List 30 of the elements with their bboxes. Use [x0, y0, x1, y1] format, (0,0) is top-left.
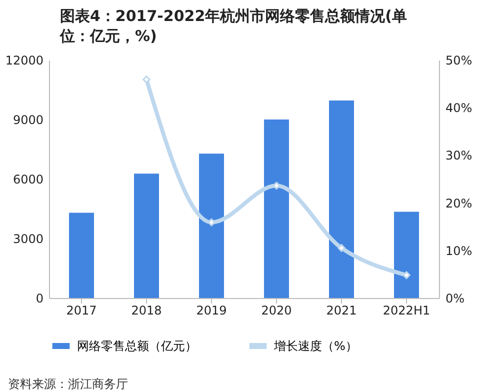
legend-label: 增长速度（%） — [273, 339, 358, 353]
point — [142, 76, 150, 84]
y2-tick-label: 40% — [446, 101, 472, 116]
point — [338, 244, 346, 252]
bar — [69, 212, 94, 298]
y2-tick-label: 10% — [446, 244, 472, 258]
x-tick-label: 2018 — [131, 304, 162, 318]
y2-tick-label: 20% — [446, 196, 472, 210]
legend-label: 网络零售总额（亿元） — [77, 339, 197, 353]
y-tick-label: 12000 — [5, 54, 44, 68]
y2-tick-label: 30% — [446, 148, 472, 163]
y-tick-label: 0 — [36, 292, 44, 306]
x-tick-label: 2022H1 — [382, 304, 430, 318]
x-tick-label: 2019 — [196, 304, 227, 318]
y-tick-label: 6000 — [12, 172, 44, 186]
x-tick-label: 2017 — [66, 304, 97, 318]
y2-tick-label: 50% — [446, 54, 472, 68]
bar — [329, 100, 354, 298]
bar — [394, 212, 419, 298]
text: 资料来源：浙江商务厅 — [7, 376, 129, 391]
y-tick-label: 9000 — [12, 113, 44, 127]
x-tick-label: 2020 — [261, 304, 292, 318]
bar — [199, 154, 224, 298]
bar — [134, 174, 159, 298]
point — [402, 271, 410, 280]
x-tick-label: 2021 — [326, 304, 357, 318]
y-tick-label: 3000 — [12, 232, 44, 246]
bar — [264, 120, 289, 298]
y2-tick-label: 0% — [446, 292, 465, 306]
chart-title: 图表4：2017-2022年杭州市网络零售总额情况(单位：亿元，%) — [58, 6, 408, 46]
